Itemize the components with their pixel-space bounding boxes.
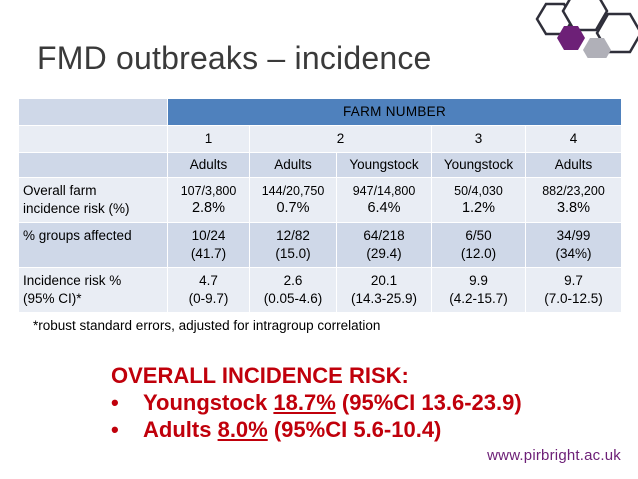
percent-value: 3.8%: [556, 199, 591, 216]
fraction-value: 144/20,750: [261, 183, 325, 198]
table-cell: 947/14,800 6.4%: [336, 177, 432, 223]
count-value: 6/50: [465, 228, 492, 243]
estimate-value: 9.9: [469, 273, 488, 288]
table-cell: 34/99 (34%): [525, 222, 622, 268]
table-cell: 107/3,800 2.8%: [167, 177, 250, 223]
table-header-row-group: FARM NUMBER: [18, 98, 622, 126]
ci-value: (0-9.7): [188, 291, 229, 306]
bullet-ci: (95%CI 13.6-23.9): [341, 390, 522, 415]
ci-value: (7.0-12.5): [544, 291, 603, 306]
header-corner-cell: [18, 125, 168, 153]
animal-type-cell: Adults: [167, 152, 250, 178]
percent-value: 0.7%: [276, 199, 310, 216]
bullet-icon: •: [111, 417, 119, 442]
row-label-line: % groups affected: [23, 228, 132, 243]
table-cell: 2.6 (0.05-4.6): [249, 267, 337, 313]
row-label-line: (95% CI)*: [23, 291, 82, 306]
bullet-value: 18.7%: [273, 390, 336, 415]
header-corner-cell: [18, 152, 168, 178]
table-cell: 50/4,030 1.2%: [431, 177, 526, 223]
fraction-value: 107/3,800: [180, 183, 237, 198]
table-row: Incidence risk % (95% CI)* 4.7 (0-9.7) 2.…: [18, 267, 622, 313]
table-cell: 64/218 (29.4): [336, 222, 432, 268]
table-row: % groups affected 10/24 (41.7) 12/82 (15.0…: [18, 222, 622, 268]
table-cell: 10/24 (41.7): [167, 222, 250, 268]
table-header-row-farms: 1 2 3 4: [18, 125, 622, 153]
header-corner-cell: [18, 98, 168, 126]
percent-value: 1.2%: [461, 199, 496, 216]
row-label: Incidence risk % (95% CI)*: [18, 267, 168, 313]
animal-type-cell: Adults: [249, 152, 337, 178]
count-value: 64/218: [363, 228, 405, 243]
table-cell: 12/82 (15.0): [249, 222, 337, 268]
bullet-label: Youngstock: [143, 390, 268, 415]
farm-number-cell: 1: [167, 125, 250, 153]
table-cell: 6/50 (12.0): [431, 222, 526, 268]
row-label: Overall farm incidence risk (%): [18, 177, 168, 223]
farm-number-cell: 3: [431, 125, 526, 153]
estimate-value: 2.6: [283, 273, 303, 288]
summary-bullet-adults: • Adults 8.0% (95%CI 5.6-10.4): [111, 416, 522, 443]
table-cell: 144/20,750 0.7%: [249, 177, 337, 223]
ci-value: (0.05-4.6): [263, 291, 323, 306]
estimate-value: 20.1: [370, 273, 398, 288]
table-cell: 882/23,200 3.8%: [525, 177, 622, 223]
fraction-value: 50/4,030: [454, 183, 503, 198]
percent-value: (15.0): [275, 246, 311, 261]
table-cell: 9.7 (7.0-12.5): [525, 267, 622, 313]
table-cell: 4.7 (0-9.7): [167, 267, 250, 313]
percent-value: 2.8%: [191, 199, 226, 216]
farm-number-cell: 4: [525, 125, 622, 153]
row-label-line: Overall farm: [23, 183, 97, 198]
estimate-value: 9.7: [564, 273, 583, 288]
percent-value: (34%): [555, 246, 592, 261]
ci-value: (14.3-25.9): [350, 291, 418, 306]
animal-type-cell: Adults: [525, 152, 622, 178]
count-value: 34/99: [556, 228, 591, 243]
row-label: % groups affected: [18, 222, 168, 268]
farm-number-cell: 2: [249, 125, 432, 153]
count-value: 12/82: [276, 228, 310, 243]
table-cell: 9.9 (4.2-15.7): [431, 267, 526, 313]
table-cell: 20.1 (14.3-25.9): [336, 267, 432, 313]
percent-value: 6.4%: [367, 199, 401, 216]
row-label-line: incidence risk (%): [23, 201, 130, 216]
table-header-row-animal-type: Adults Adults Youngstock Youngstock Adul…: [18, 152, 622, 178]
incidence-table: FARM NUMBER 1 2 3 4 Adults Adults Youngs…: [18, 98, 622, 313]
animal-type-cell: Youngstock: [336, 152, 432, 178]
farm-number-header: FARM NUMBER: [167, 98, 622, 126]
hexagon-logo-icon: [535, 0, 638, 58]
ci-value: (4.2-15.7): [449, 291, 508, 306]
bullet-ci: (95%CI 5.6-10.4): [273, 417, 442, 442]
table-footnote: *robust standard errors, adjusted for in…: [33, 318, 381, 333]
percent-value: (41.7): [190, 246, 227, 261]
summary-bullet-youngstock: • Youngstock 18.7% (95%CI 13.6-23.9): [111, 389, 522, 416]
count-value: 10/24: [191, 228, 226, 243]
animal-type-cell: Youngstock: [431, 152, 526, 178]
bullet-value: 8.0%: [217, 417, 268, 442]
row-label-line: Incidence risk %: [23, 273, 122, 288]
bullet-label: Adults: [143, 417, 212, 442]
fraction-value: 882/23,200: [542, 183, 605, 198]
estimate-value: 4.7: [199, 273, 218, 288]
slide-title: FMD outbreaks – incidence: [37, 40, 432, 76]
table-row: Overall farm incidence risk (%) 107/3,80…: [18, 177, 622, 223]
summary-block: OVERALL INCIDENCE RISK: • Youngstock 18.…: [111, 362, 522, 443]
percent-value: (12.0): [460, 246, 497, 261]
percent-value: (29.4): [366, 246, 402, 261]
footer-website-link[interactable]: www.pirbright.ac.uk: [487, 447, 621, 464]
fraction-value: 947/14,800: [352, 183, 416, 198]
summary-heading: OVERALL INCIDENCE RISK:: [111, 363, 409, 388]
bullet-icon: •: [111, 390, 119, 415]
